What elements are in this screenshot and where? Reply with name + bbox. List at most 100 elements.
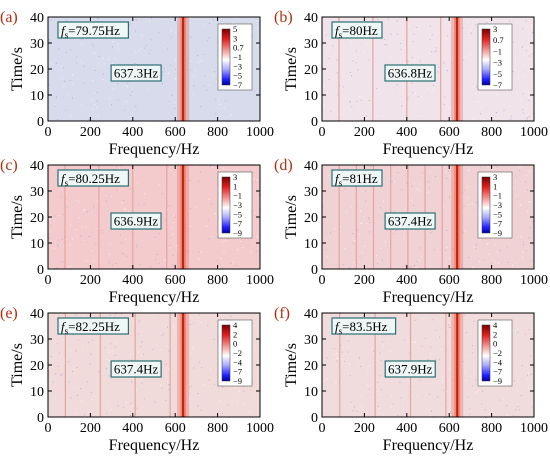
noise-speck (147, 89, 148, 90)
noise-speck (115, 355, 116, 356)
noise-speck (464, 190, 465, 191)
colorbar (222, 177, 230, 233)
noise-speck (397, 21, 398, 22)
noise-speck (507, 246, 508, 247)
noise-speck (136, 247, 137, 248)
drive-frequency-value: =80.25Hz (68, 171, 120, 186)
noise-speck (390, 351, 391, 352)
noise-speck (61, 375, 62, 376)
noise-speck (159, 32, 160, 33)
noise-speck (176, 19, 177, 20)
noise-speck (151, 39, 152, 40)
noise-speck (136, 20, 137, 21)
drive-frequency-value: =83.5Hz (342, 319, 387, 334)
noise-speck (56, 96, 57, 97)
noise-speck (130, 95, 131, 96)
y-tick-label: 40 (30, 11, 44, 26)
noise-speck (449, 258, 450, 259)
noise-speck (413, 33, 414, 34)
noise-speck (93, 205, 94, 206)
noise-speck (201, 252, 202, 253)
drive-frequency-value: =81Hz (342, 171, 378, 186)
noise-speck (469, 409, 470, 410)
noise-speck (509, 20, 510, 21)
noise-speck (442, 382, 443, 383)
noise-speck (480, 113, 481, 114)
noise-speck (217, 260, 218, 261)
noise-speck (98, 371, 99, 372)
noise-speck (52, 367, 53, 368)
noise-speck (164, 68, 165, 69)
noise-speck (351, 106, 352, 107)
noise-speck (436, 50, 437, 51)
noise-speck (117, 190, 118, 191)
noise-speck (162, 388, 163, 389)
noise-speck (55, 373, 56, 374)
noise-speck (83, 66, 84, 67)
noise-speck (92, 80, 93, 81)
noise-speck (381, 389, 382, 390)
noise-speck (351, 42, 352, 43)
noise-speck (162, 193, 163, 194)
noise-speck (50, 225, 51, 226)
noise-speck (68, 266, 69, 267)
noise-speck (174, 217, 175, 218)
y-tick-label: 40 (30, 307, 44, 322)
noise-speck (141, 35, 142, 36)
noise-speck (63, 214, 64, 215)
x-tick-label: 200 (80, 421, 101, 436)
noise-speck (532, 221, 533, 222)
noise-speck (512, 265, 513, 266)
noise-speck (64, 362, 65, 363)
noise-speck (82, 400, 83, 401)
noise-speck (210, 166, 211, 167)
noise-speck (162, 83, 163, 84)
noise-speck (350, 72, 351, 73)
noise-speck (520, 205, 521, 206)
noise-speck (526, 175, 527, 176)
noise-speck (175, 60, 176, 61)
noise-speck (532, 406, 533, 407)
noise-speck (528, 238, 529, 239)
noise-speck (115, 347, 116, 348)
noise-speck (144, 398, 145, 399)
noise-speck (70, 244, 71, 245)
noise-speck (395, 230, 396, 231)
noise-speck (480, 240, 481, 241)
noise-speck (143, 354, 144, 355)
noise-speck (360, 223, 361, 224)
noise-speck (211, 203, 212, 204)
noise-speck (361, 406, 362, 407)
noise-speck (420, 61, 421, 62)
x-tick-label: 0 (319, 273, 326, 288)
y-tick-label: 30 (30, 185, 44, 200)
noise-speck (494, 244, 495, 245)
noise-speck (67, 94, 68, 95)
noise-speck (167, 381, 168, 382)
noise-speck (135, 106, 136, 107)
noise-speck (213, 20, 214, 21)
noise-speck (203, 25, 204, 26)
noise-speck (162, 335, 163, 336)
noise-speck (469, 55, 470, 56)
noise-speck (138, 334, 139, 335)
noise-speck (513, 415, 514, 416)
noise-speck (95, 243, 96, 244)
noise-speck (479, 261, 480, 262)
noise-speck (256, 46, 257, 47)
noise-speck (243, 391, 244, 392)
panel-5: 0 200 400 600 800 1000010203040Frequency/HzTi… (0, 305, 274, 454)
noise-speck (91, 354, 92, 355)
noise-speck (200, 106, 201, 107)
noise-speck (525, 76, 526, 77)
noise-speck (193, 368, 194, 369)
noise-speck (417, 115, 418, 116)
noise-speck (428, 192, 429, 193)
noise-speck (77, 367, 78, 368)
noise-speck (484, 105, 485, 106)
noise-speck (522, 257, 523, 258)
noise-speck (82, 350, 83, 351)
noise-speck (530, 227, 531, 228)
noise-speck (476, 202, 477, 203)
noise-speck (168, 384, 169, 385)
